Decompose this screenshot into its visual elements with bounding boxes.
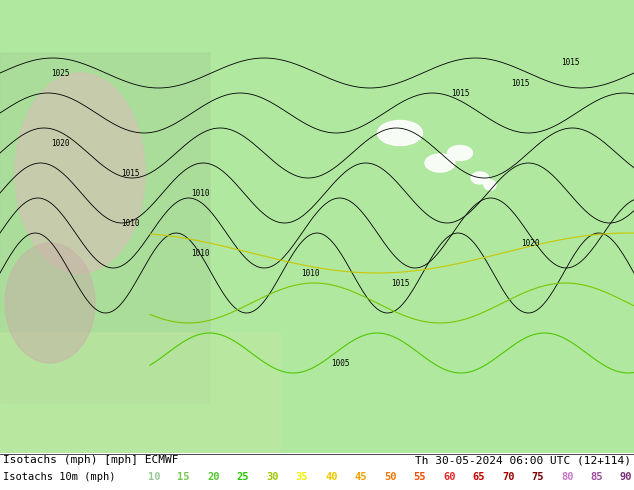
Ellipse shape: [448, 146, 472, 161]
Text: 1010: 1010: [120, 219, 139, 227]
Text: 1015: 1015: [451, 89, 469, 98]
Text: 1020: 1020: [51, 139, 69, 147]
Text: 35: 35: [295, 472, 308, 482]
Text: 85: 85: [590, 472, 603, 482]
Text: 75: 75: [531, 472, 544, 482]
Text: 1015: 1015: [391, 278, 410, 288]
Text: 20: 20: [207, 472, 219, 482]
Text: Isotachs 10m (mph): Isotachs 10m (mph): [3, 472, 115, 482]
Text: 50: 50: [384, 472, 396, 482]
Ellipse shape: [377, 121, 422, 146]
Text: 1015: 1015: [511, 78, 529, 88]
Ellipse shape: [471, 172, 489, 184]
Ellipse shape: [5, 243, 95, 363]
Text: 1020: 1020: [521, 239, 540, 247]
Text: 25: 25: [236, 472, 249, 482]
Ellipse shape: [425, 154, 455, 172]
Text: 80: 80: [561, 472, 574, 482]
Ellipse shape: [15, 73, 145, 273]
FancyBboxPatch shape: [0, 333, 280, 453]
Text: 55: 55: [413, 472, 426, 482]
Text: 40: 40: [325, 472, 337, 482]
Text: 1015: 1015: [560, 58, 579, 68]
Text: 90: 90: [620, 472, 633, 482]
Text: 1010: 1010: [301, 269, 320, 277]
Text: 45: 45: [354, 472, 367, 482]
FancyBboxPatch shape: [0, 53, 210, 403]
Text: 1025: 1025: [51, 69, 69, 77]
Text: 30: 30: [266, 472, 278, 482]
Ellipse shape: [484, 180, 496, 190]
Text: 60: 60: [443, 472, 455, 482]
Text: 1010: 1010: [191, 189, 209, 197]
Text: 65: 65: [472, 472, 485, 482]
Text: 1005: 1005: [331, 359, 349, 368]
Text: Th 30-05-2024 06:00 UTC (12+114): Th 30-05-2024 06:00 UTC (12+114): [415, 455, 631, 465]
Text: 70: 70: [502, 472, 515, 482]
Text: 10: 10: [148, 472, 160, 482]
Text: 15: 15: [178, 472, 190, 482]
Text: 1015: 1015: [120, 169, 139, 177]
Text: Isotachs (mph) [mph] ECMWF: Isotachs (mph) [mph] ECMWF: [3, 455, 179, 465]
Text: 1010: 1010: [191, 248, 209, 258]
